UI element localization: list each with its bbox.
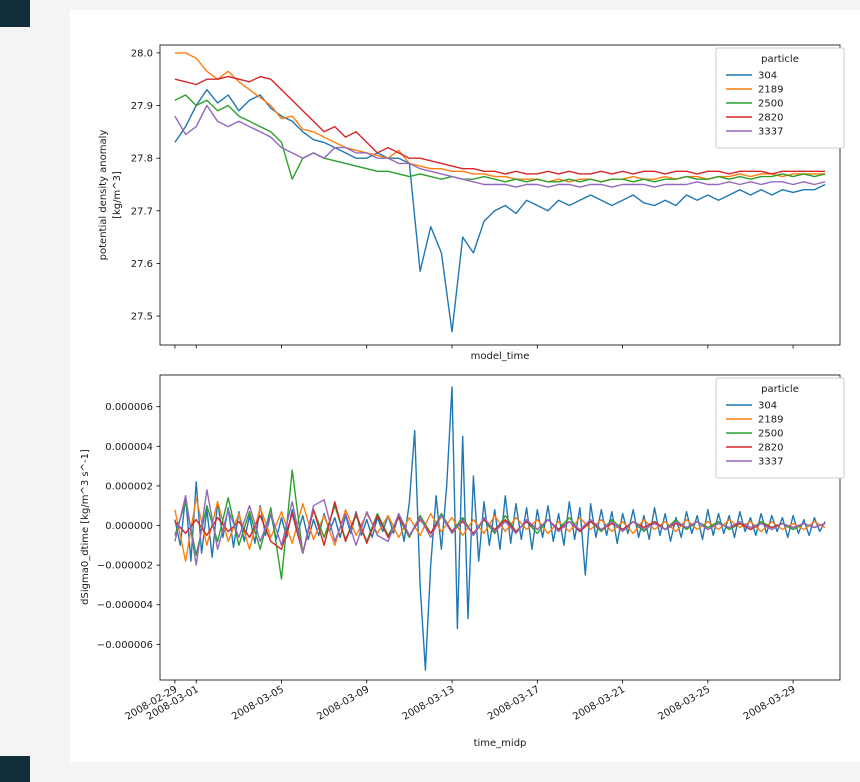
y-tick-label: −0.000002 — [97, 561, 153, 572]
y-tick-label: 0.000004 — [105, 442, 153, 453]
legend-title: particle — [761, 54, 799, 65]
series-line-2820 — [174, 75, 826, 175]
legend-label-2189: 2189 — [758, 415, 783, 426]
y-tick-label: 27.5 — [131, 312, 153, 323]
legend-label-304: 304 — [758, 71, 777, 82]
legend-box — [715, 377, 845, 479]
y-tick-label: 0.000006 — [105, 402, 153, 413]
y-tick-label: −0.000004 — [97, 600, 153, 611]
chart-1: −0.000006 −0.000004 −0.000002 0.000000 0.000… — [97, 374, 845, 723]
legend-label-2500: 2500 — [758, 99, 783, 110]
series-line-3337 — [174, 104, 826, 188]
legend-label-2500: 2500 — [758, 429, 783, 440]
x-tick-label: 2008-03-09 — [315, 684, 371, 723]
legend-label-2820: 2820 — [758, 113, 783, 124]
y-tick-label: −0.000006 — [97, 640, 153, 651]
corner-block-bottom-left — [0, 756, 30, 782]
chart-0: 27.5 27.6 27.7 27.8 27.9 28.0 particle 304 2189 2… — [131, 44, 845, 349]
x-tick-label: 2008-03-17 — [486, 684, 542, 723]
y-axis-label-density-line2: [kg/m^3] — [112, 171, 123, 219]
x-tick-label: 2008-03-25 — [656, 684, 712, 723]
y-tick-label: 27.6 — [131, 259, 153, 270]
x-axis-label-model-time: model_time — [471, 351, 530, 362]
y-tick-label: 27.9 — [131, 101, 153, 112]
legend-label-2820: 2820 — [758, 443, 783, 454]
x-tick-label: 2008-03-13 — [401, 684, 457, 723]
x-tick-label: 2008-03-21 — [571, 684, 627, 723]
y-tick-label: 27.7 — [131, 206, 153, 217]
y-axis-label-dsigma0-dtime: dSigma0_dtime [kg/m^3 s^-1] — [80, 449, 91, 605]
legend-title: particle — [761, 384, 799, 395]
y-tick-label: 0.000000 — [105, 521, 153, 532]
x-axis-label-time-midp: time_midp — [474, 738, 527, 749]
series-line-304 — [174, 386, 826, 671]
y-tick-label: 28.0 — [131, 48, 153, 59]
series-line-304 — [174, 88, 826, 333]
series-line-3337 — [174, 489, 826, 566]
legend-label-304: 304 — [758, 401, 777, 412]
y-axis-label-density-line1: potential density anomaly — [98, 130, 109, 261]
legend: particle 304 2189 2500 2820 3337 — [715, 47, 845, 149]
x-tick-label: 2008-03-05 — [230, 684, 286, 723]
x-tick-label: 2008-03-29 — [742, 684, 798, 723]
y-tick-label: 0.000002 — [105, 481, 153, 492]
legend: particle 304 2189 2500 2820 3337 — [715, 377, 845, 479]
axes-frame — [159, 374, 841, 681]
legend-label-2189: 2189 — [758, 85, 783, 96]
legend-label-3337: 3337 — [758, 457, 783, 468]
legend-box — [715, 47, 845, 149]
legend-label-3337: 3337 — [758, 127, 783, 138]
corner-block-top-left — [0, 0, 30, 27]
axes-frame — [159, 44, 841, 346]
y-tick-label: 27.8 — [131, 154, 153, 165]
